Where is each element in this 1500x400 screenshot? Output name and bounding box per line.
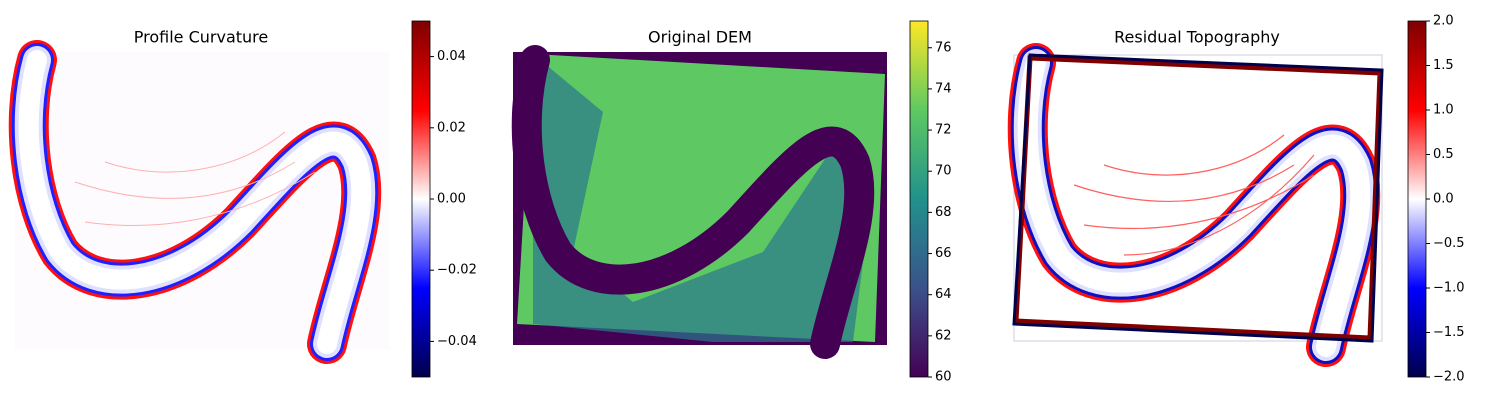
panel-title: Profile Curvature <box>134 28 268 47</box>
colorbar-tick-label: −1.0 <box>1433 281 1465 296</box>
colorbar-tick-label: 66 <box>935 246 952 261</box>
image-profile-curvature <box>15 52 390 350</box>
colorbar-tick-label: −0.5 <box>1433 236 1465 251</box>
colorbar-tick-label: 74 <box>935 81 952 96</box>
colorbar <box>909 20 929 378</box>
colorbar-tick-label: 0.02 <box>437 120 466 135</box>
colorbar-tick-label: 1.0 <box>1433 103 1454 118</box>
colorbar-tick-label: −1.5 <box>1433 325 1465 340</box>
panel-title: Residual Topography <box>1114 28 1280 47</box>
colorbar <box>411 20 431 378</box>
colorbar-tick-label: −2.0 <box>1433 370 1465 385</box>
colorbar-tick-label: 0.5 <box>1433 147 1454 162</box>
image-residual-topography <box>1014 55 1384 347</box>
colorbar-tick-label: −0.02 <box>437 263 477 278</box>
colorbar-tick-label: 70 <box>935 164 952 179</box>
colorbar-tick-label: 0.0 <box>1433 192 1454 207</box>
panel-title: Original DEM <box>648 28 752 47</box>
colorbar-tick-label: 60 <box>935 370 952 385</box>
colorbar-tick-label: 2.0 <box>1433 14 1454 29</box>
colorbar-tick-label: 0.00 <box>437 192 466 207</box>
image-original-dem <box>513 52 887 345</box>
colorbar-tick-label: 64 <box>935 287 952 302</box>
colorbar-tick-label: 72 <box>935 123 952 138</box>
colorbar-tick-label: 62 <box>935 328 952 343</box>
colorbar-tick-label: 68 <box>935 205 952 220</box>
colorbar-tick-label: −0.04 <box>437 334 477 349</box>
colorbar-tick-label: 76 <box>935 40 952 55</box>
colorbar <box>1407 20 1427 378</box>
colorbar-tick-label: 1.5 <box>1433 58 1454 73</box>
colorbar-tick-label: 0.04 <box>437 49 466 64</box>
